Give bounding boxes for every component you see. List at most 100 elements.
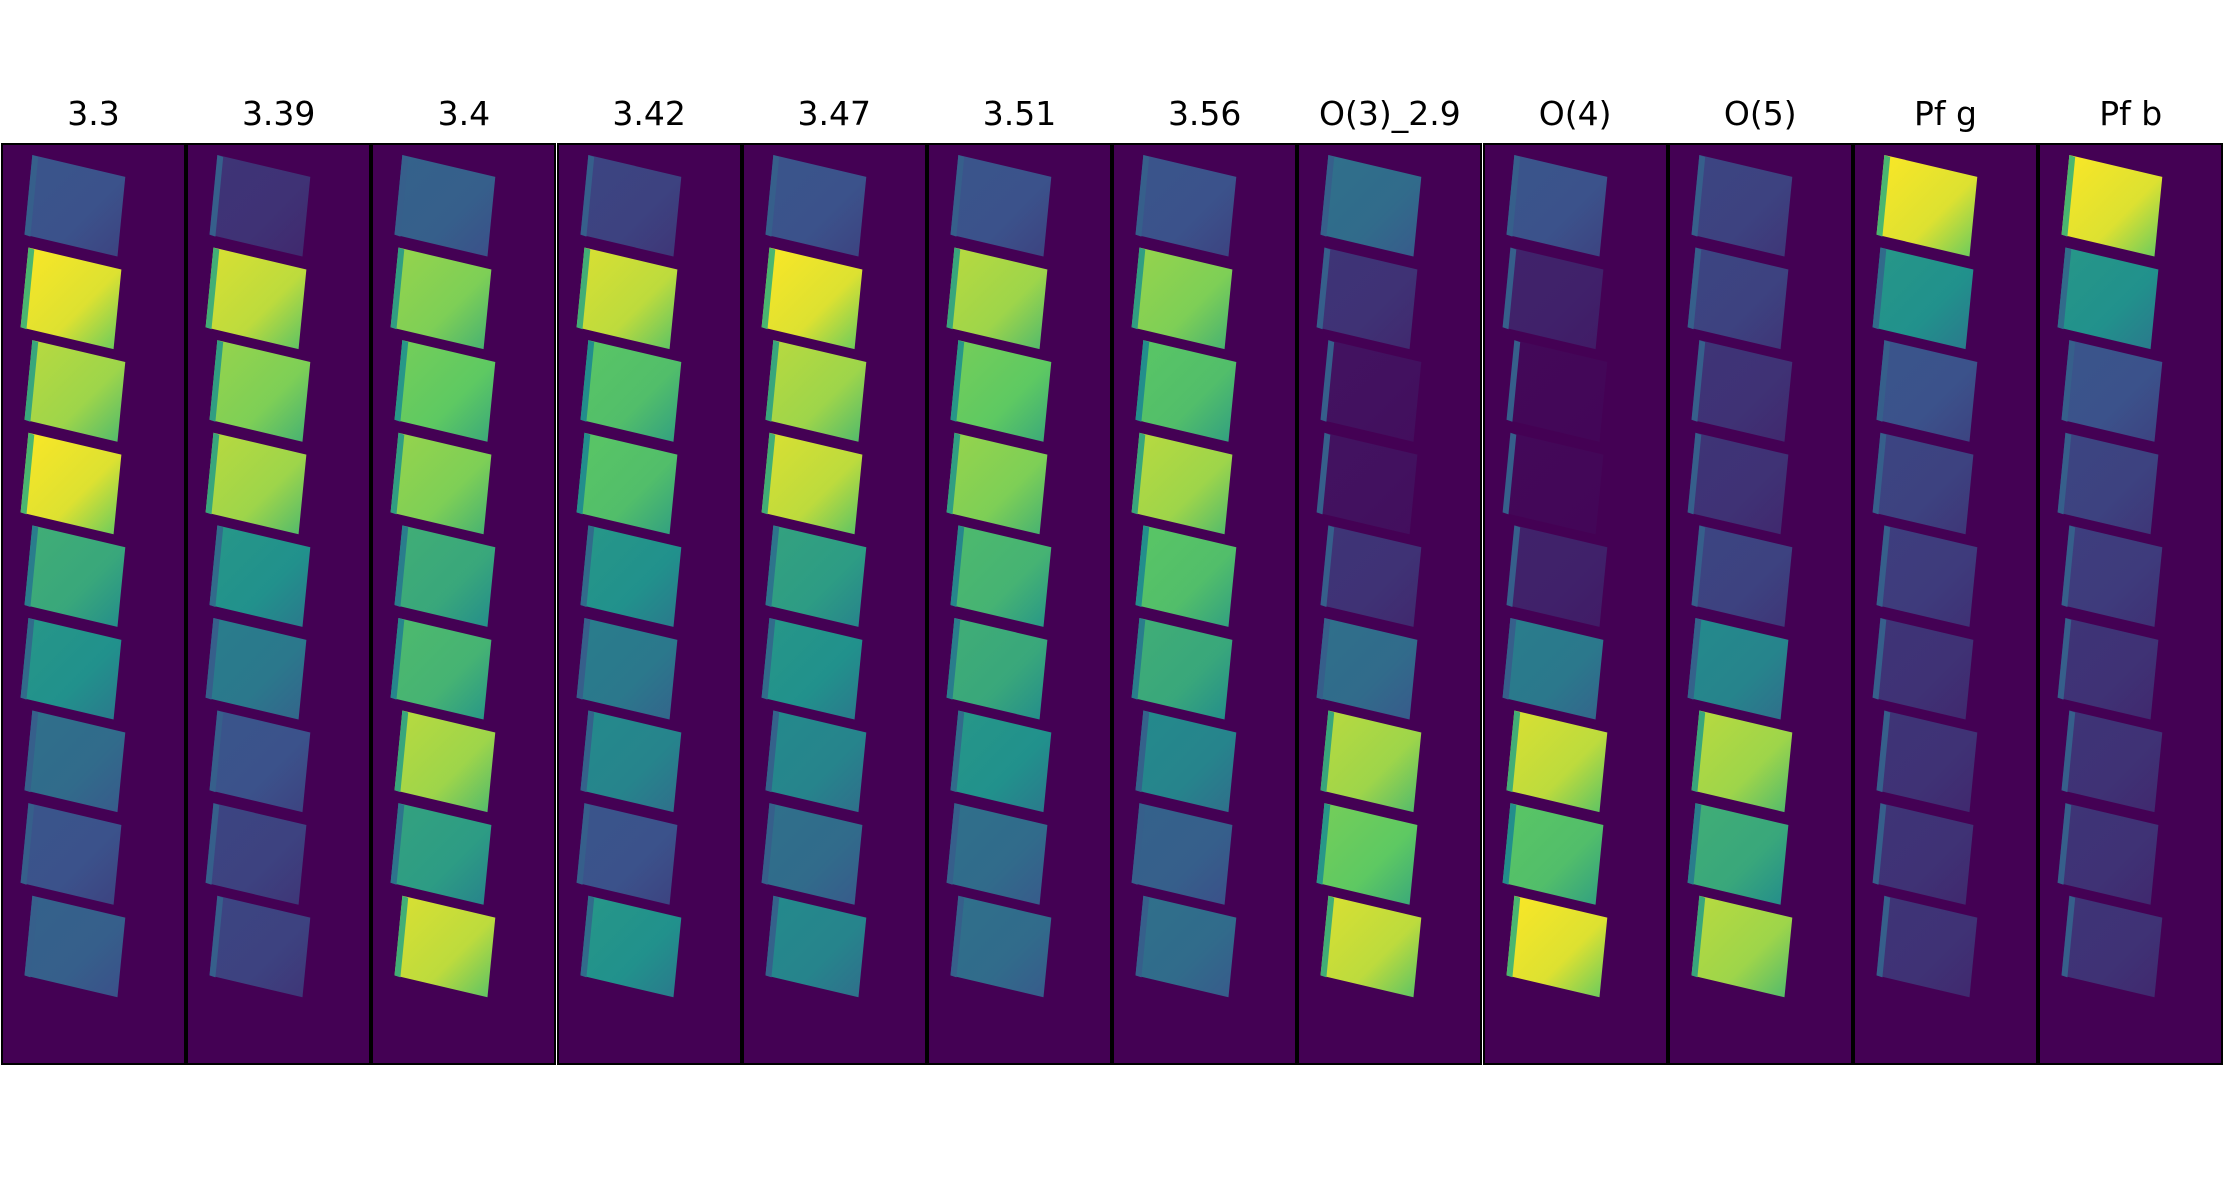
mosaic-tile <box>2057 247 2159 350</box>
tile-edge <box>1506 154 1520 237</box>
tile-edge <box>1691 710 1706 793</box>
tile-edge <box>20 247 35 330</box>
tile-edge <box>2061 525 2076 607</box>
panel-title: 3.51 <box>982 94 1057 133</box>
mosaic-tile <box>1135 340 1237 442</box>
mosaic-tile <box>394 340 496 442</box>
mosaic-tile <box>391 247 492 350</box>
mosaic-tile <box>2057 432 2159 535</box>
tile-edge <box>24 340 39 422</box>
panel-image <box>556 143 742 1065</box>
panel-image <box>1482 143 1668 1065</box>
tile-edge <box>1317 617 1331 700</box>
tile-edge <box>946 803 961 885</box>
tile-edge <box>1506 710 1520 793</box>
mosaic-tile <box>1876 154 1978 257</box>
tile-edge <box>209 340 224 422</box>
mosaic-canvas <box>1317 154 1422 998</box>
tile-edge <box>24 525 39 607</box>
panel-title: 3.4 <box>437 94 491 133</box>
mosaic-tile <box>20 803 122 905</box>
tile-edge <box>1691 154 1706 237</box>
mosaic-tile <box>1320 154 1422 257</box>
mosaic-tile <box>391 803 492 905</box>
mosaic-canvas <box>2057 154 2163 998</box>
tile-edge <box>391 617 405 700</box>
mosaic-canvas <box>1131 154 1237 998</box>
mosaic-tile <box>1691 525 1793 627</box>
tile-edge <box>576 247 590 330</box>
tile-edge <box>1691 340 1706 422</box>
tile-edge <box>946 617 961 700</box>
mosaic-tile <box>1691 340 1793 442</box>
panel-image <box>1112 143 1298 1065</box>
tile-edge <box>580 895 594 978</box>
tile-edge <box>2057 247 2072 330</box>
mosaic-tile <box>761 617 863 720</box>
mosaic-tile <box>1506 340 1607 442</box>
mosaic-tile <box>2061 340 2163 442</box>
tile-edge <box>1687 803 1702 885</box>
tile-edge <box>580 710 594 793</box>
panel-0: 3.3 <box>1 0 186 1198</box>
panel-1: 3.39 <box>186 0 372 1198</box>
tile-edge <box>394 154 409 237</box>
panel-title: 3.56 <box>1167 94 1242 133</box>
tile-edge <box>209 710 224 793</box>
tile-edge <box>205 432 220 515</box>
tile-edge <box>580 525 594 607</box>
tile-edge <box>1876 710 1891 793</box>
mosaic-tile <box>1876 895 1978 998</box>
tile-edge <box>1687 247 1702 330</box>
mosaic-tile <box>580 154 681 257</box>
mosaic-tile <box>1135 895 1237 998</box>
mosaic-tile <box>946 432 1048 535</box>
mosaic-tile <box>576 617 677 720</box>
mosaic-tile <box>1506 525 1607 627</box>
tile-edge <box>209 525 224 607</box>
mosaic-tile <box>394 525 496 627</box>
tile-edge <box>2061 154 2076 237</box>
tile-edge <box>761 617 776 700</box>
tile-edge <box>391 803 405 885</box>
mosaic-tile <box>1502 617 1603 720</box>
tile-edge <box>1876 895 1891 978</box>
mosaic-tile <box>24 340 126 442</box>
tile-edge <box>1876 340 1891 422</box>
mosaic-tile <box>1872 247 1974 350</box>
tile-edge <box>1317 432 1331 515</box>
mosaic-tile <box>1876 340 1978 442</box>
tile-edge <box>1320 154 1335 237</box>
tile-edge <box>576 617 590 700</box>
mosaic-tile <box>1131 247 1233 350</box>
tile-edge <box>20 432 35 515</box>
tile-edge <box>950 340 965 422</box>
mosaic-tile <box>2061 710 2163 813</box>
tile-edge <box>950 525 965 607</box>
tile-edge <box>765 340 780 422</box>
tile-edge <box>209 154 224 237</box>
tile-edge <box>2057 432 2072 515</box>
mosaic-tile <box>1502 247 1603 350</box>
mosaic-tile <box>1502 432 1603 535</box>
mosaic-tile <box>24 710 126 813</box>
tile-edge <box>946 247 961 330</box>
mosaic-tile <box>205 247 307 350</box>
mosaic-tile <box>761 432 863 535</box>
panel-11: Pf b <box>2038 0 2224 1198</box>
mosaic-tile <box>2061 525 2163 627</box>
tile-edge <box>1317 247 1331 330</box>
tile-edge <box>1135 895 1150 978</box>
mosaic-tile <box>1502 803 1603 905</box>
mosaic-tile <box>20 247 122 350</box>
mosaic-canvas <box>1502 154 1607 998</box>
tile-edge <box>1320 525 1335 607</box>
tile-edge <box>1872 617 1887 700</box>
mosaic-canvas <box>1687 154 1793 998</box>
panel-image <box>186 143 372 1065</box>
panel-title: O(5) <box>1723 94 1797 133</box>
mosaic-tile <box>391 432 492 535</box>
mosaic-tile <box>765 154 867 257</box>
tile-edge <box>24 895 39 978</box>
tile-edge <box>1502 247 1516 330</box>
